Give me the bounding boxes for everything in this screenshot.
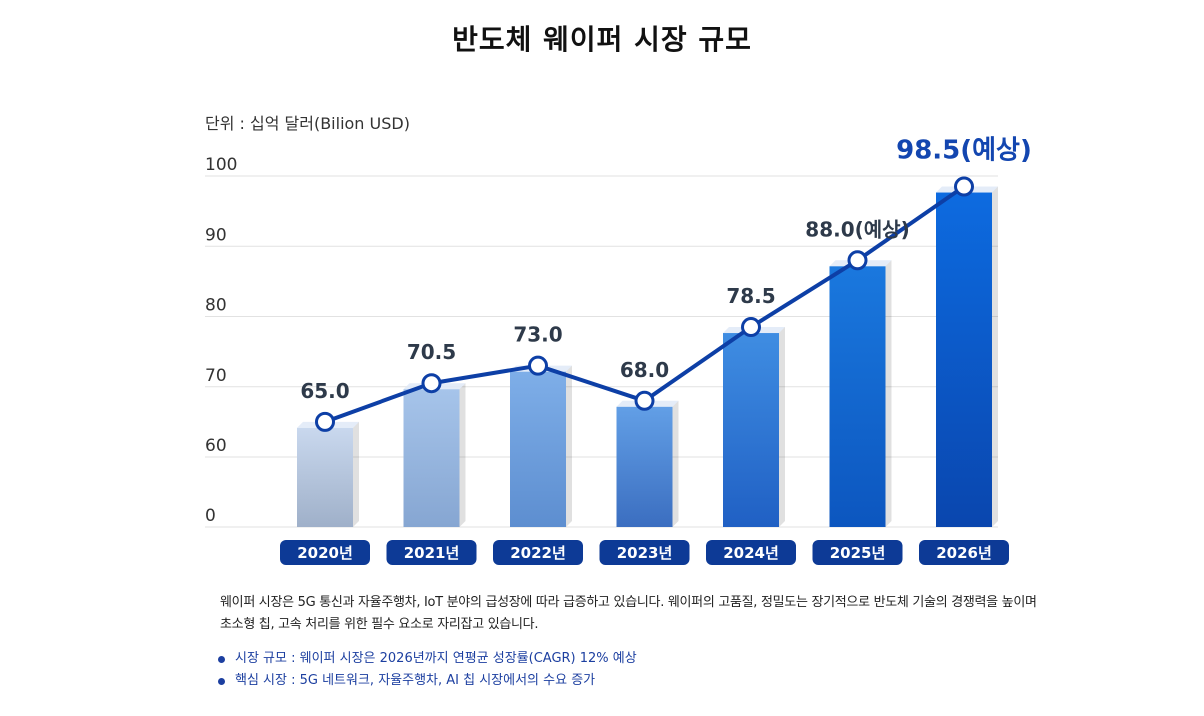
data-point [528,355,548,376]
bullet-text: 핵심 시장 : 5G 네트워크, 자율주행차, AI 칩 시장에서의 수요 증가 [235,673,596,688]
y-tick-label: 80 [205,296,227,316]
bar-side-face [353,421,359,527]
bar-side-face [992,186,998,527]
bullet-list: 시장 규모 : 웨이퍼 시장은 2026년까지 연평균 성장률(CAGR) 12… [218,648,637,692]
year-badge [493,540,583,565]
bar-side-face [672,400,679,527]
data-point [954,176,974,197]
data-point [634,390,655,411]
data-point [315,411,335,432]
unit-label: 단위 : 십억 달러(Bilion USD) [205,114,410,133]
year-badge [386,540,477,565]
bullet-text: 시장 규모 : 웨이퍼 시장은 2026년까지 연평균 성장률(CAGR) 12… [235,651,637,666]
bar [616,406,673,527]
year-badge [599,540,690,565]
bar-side-face [566,365,572,527]
y-tick-label: 70 [205,366,227,386]
bullet-item: 핵심 시장 : 5G 네트워크, 자율주행차, AI 칩 시장에서의 수요 증가 [218,670,637,692]
bar-side-face [779,327,785,527]
bar [297,427,353,527]
y-tick-label: 100 [205,155,237,175]
data-label: 73.0 [513,323,562,347]
data-point [741,317,761,338]
data-label: 88.0(예상) [805,217,909,241]
y-tick-label: 90 [205,225,227,245]
y-tick-label: 0 [205,506,216,526]
x-tick-label: 2020년 [297,544,353,562]
year-badge [919,540,1009,565]
y-tick-label: 60 [205,436,227,456]
x-tick-label: 2025년 [830,544,886,562]
x-tick-label: 2024년 [723,544,779,562]
data-point [847,250,868,271]
data-label: 65.0 [300,379,349,403]
data-point [421,373,442,394]
bar-side-face [885,260,892,527]
bar [510,371,566,527]
x-tick-label: 2022년 [510,544,566,562]
year-badge [812,540,903,565]
data-label: 78.5 [726,284,775,308]
data-label: 68.0 [620,358,669,382]
year-badge [280,540,370,565]
bar [403,389,460,527]
year-badge [706,540,796,565]
bar-side-face [459,383,466,527]
bar [936,192,992,527]
data-label: 98.5(예상) [896,136,1032,166]
x-tick-label: 2023년 [617,544,673,562]
bar [723,333,779,527]
page-title: 반도체 웨이퍼 시장 규모 [452,23,752,56]
description-text: 웨이퍼 시장은 5G 통신과 자율주행차, IoT 분야의 급성장에 따라 급증… [220,595,1037,632]
data-label: 70.5 [407,340,456,364]
x-tick-label: 2021년 [404,544,460,562]
bar-line-chart: 0 60 70 80 90 100 65.0 70.5 73.0 68.0 78.5 88.0(예상… [205,136,1032,565]
bullet-item: 시장 규모 : 웨이퍼 시장은 2026년까지 연평균 성장률(CAGR) 12… [218,648,637,670]
bullet-dot-icon [218,677,225,685]
bar [829,266,886,527]
x-tick-label: 2026년 [936,544,992,562]
bullet-dot-icon [218,655,225,663]
